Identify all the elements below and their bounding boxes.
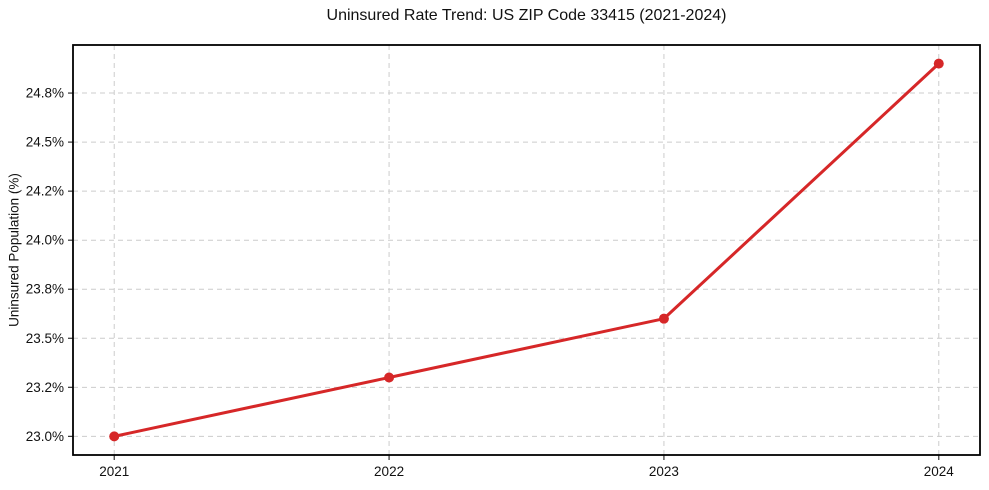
y-tick-label: 23.0%: [26, 429, 64, 444]
trend-line: [112, 62, 941, 438]
x-tick-label: 2024: [924, 464, 955, 479]
data-point: [384, 372, 395, 383]
x-tick-label: 2022: [374, 464, 404, 479]
axes-frame: [72, 44, 981, 456]
data-point: [658, 313, 669, 324]
x-tick-label: 2021: [99, 464, 129, 479]
data-point: [109, 431, 120, 442]
x-tick-label: 2023: [649, 464, 679, 479]
y-tick-label: 24.2%: [26, 184, 64, 199]
y-tick-label: 24.0%: [26, 233, 64, 248]
y-tick-label: 23.5%: [26, 331, 64, 346]
chart-title: Uninsured Rate Trend: US ZIP Code 33415 …: [326, 7, 727, 24]
y-tick-label: 24.8%: [26, 86, 64, 101]
data-point: [933, 58, 944, 69]
y-tick-label: 23.2%: [26, 380, 64, 395]
y-tick-label: 23.8%: [26, 282, 64, 297]
y-tick-label: 24.5%: [26, 135, 64, 150]
